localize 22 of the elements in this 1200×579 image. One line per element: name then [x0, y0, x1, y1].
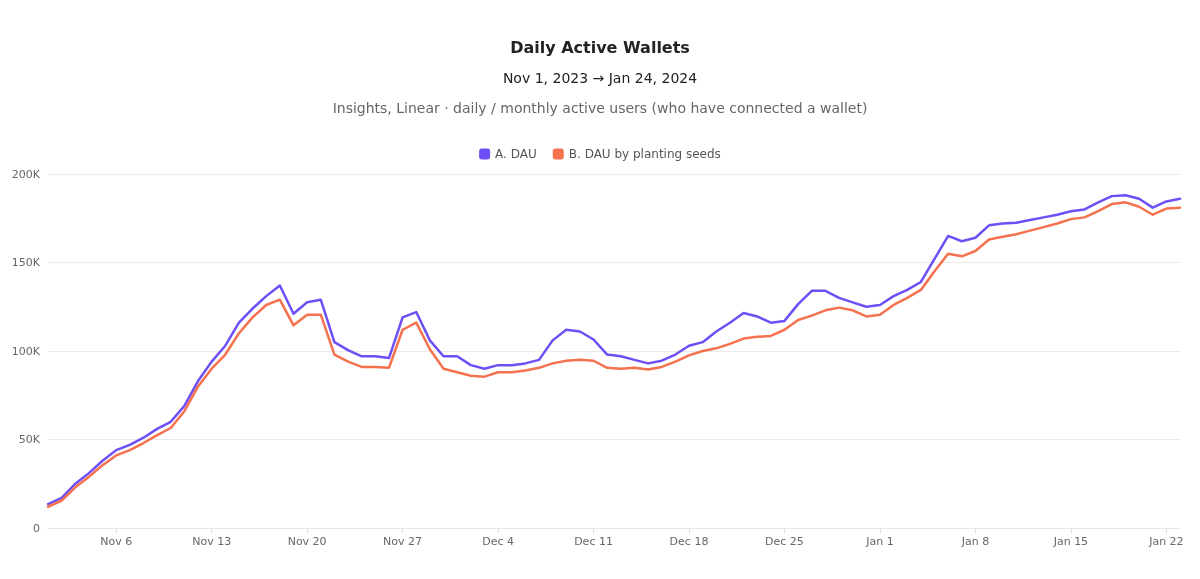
x-tick-label: Jan 22 [1148, 535, 1184, 548]
y-tick-label: 0 [33, 521, 40, 535]
x-tick-label: Jan 8 [960, 535, 990, 548]
x-tick-label: Dec 18 [669, 535, 709, 548]
x-tick-label: Dec 11 [574, 535, 613, 548]
x-tick-label: Nov 20 [287, 535, 327, 548]
x-tick-label: Dec 4 [482, 535, 514, 548]
x-tick-label: Jan 15 [1052, 535, 1089, 548]
chart-title: Daily Active Wallets [510, 37, 690, 57]
x-tick-label: Jan 1 [865, 535, 894, 548]
legend-label: B. DAU by planting seeds [568, 147, 721, 161]
y-tick-label: 200K [11, 167, 41, 181]
y-tick-label: 50K [18, 433, 41, 446]
chart-subtitle: Nov 1, 2023 → Jan 24, 2024 [502, 70, 698, 86]
x-tick-label: Nov 13 [192, 535, 232, 548]
legend-label: A. DAU [495, 147, 537, 161]
x-tick-label: Dec 25 [765, 535, 804, 548]
text: Insights, Linear · daily / monthly active users (who have connected a wallet) [332, 100, 868, 116]
x-tick-label: Nov 6 [100, 535, 133, 548]
y-tick-label: 100K [11, 344, 41, 358]
y-tick-label: 150K [11, 256, 41, 269]
x-tick-label: Nov 27 [383, 535, 423, 548]
